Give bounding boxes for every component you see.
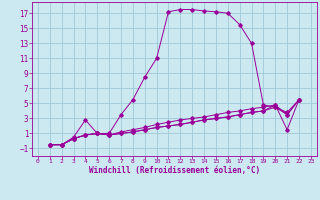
X-axis label: Windchill (Refroidissement éolien,°C): Windchill (Refroidissement éolien,°C) [89,166,260,175]
